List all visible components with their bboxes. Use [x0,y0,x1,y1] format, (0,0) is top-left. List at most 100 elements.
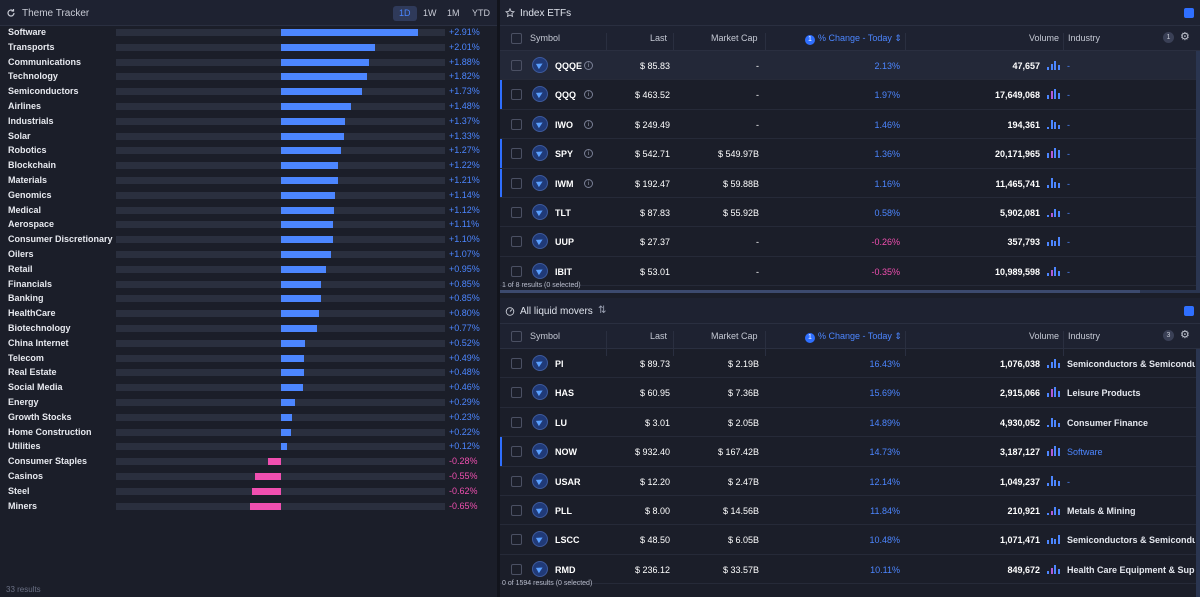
column-separator[interactable] [765,331,766,356]
theme-row[interactable]: Consumer Discretionary +1.10% [0,233,497,248]
theme-row[interactable]: Biotechnology +0.77% [0,322,497,337]
row-checkbox[interactable] [511,416,522,428]
row-checkbox[interactable] [511,118,522,130]
table-row[interactable]: TLT $ 87.83 $ 55.92B 0.58% 5,902,081 - [500,198,1200,228]
info-icon[interactable]: i [584,90,593,100]
industry-cell[interactable]: Semiconductors & Semiconductor [1067,359,1195,369]
theme-row[interactable]: Materials +1.21% [0,174,497,189]
column-symbol[interactable]: Symbol [530,33,561,43]
timeframe-1w-button[interactable]: 1W [423,8,437,18]
theme-row[interactable]: Consumer Staples -0.28% [0,455,497,470]
theme-row[interactable]: Social Media +0.46% [0,381,497,396]
gauge-icon[interactable] [505,306,515,316]
theme-row[interactable]: Aerospace +1.11% [0,218,497,233]
column-separator[interactable] [1063,331,1064,356]
row-checkbox[interactable] [511,358,522,369]
row-checkbox[interactable] [511,387,522,399]
theme-row[interactable]: Industrials +1.37% [0,115,497,130]
table-row[interactable]: USAR $ 12.20 $ 2.47B 12.14% 1,049,237 - [500,467,1200,496]
theme-row[interactable]: Semiconductors +1.73% [0,85,497,100]
column-volume[interactable]: Volume [1029,331,1060,341]
theme-row[interactable]: Airlines +1.48% [0,100,497,115]
column-separator[interactable] [1063,33,1064,58]
table-row[interactable]: IWM i $ 192.47 $ 59.88B 1.16% 11,465,741 - [500,168,1200,198]
theme-row[interactable]: Transports +2.01% [0,41,497,56]
theme-row[interactable]: Oilers +1.07% [0,248,497,263]
column-separator[interactable] [606,331,607,356]
theme-row[interactable]: Miners -0.65% [0,500,497,515]
row-checkbox[interactable] [511,236,522,248]
symbol-cell[interactable]: PI [555,359,564,369]
theme-row[interactable]: Real Estate +0.48% [0,366,497,381]
industry-cell[interactable]: Health Care Equipment & Supp [1067,564,1195,575]
theme-row[interactable]: Energy +0.29% [0,396,497,411]
table-row[interactable]: IWO i $ 249.49 - 1.46% 194,361 - [500,110,1200,140]
industry-cell[interactable]: Software [1067,447,1103,458]
refresh-icon[interactable] [6,8,16,18]
theme-row[interactable]: Home Construction +0.22% [0,426,497,441]
theme-row[interactable]: Solar +1.33% [0,130,497,145]
symbol-cell[interactable]: QQQ [555,90,577,101]
table-row[interactable]: QQQ i $ 463.52 - 1.97% 17,649,068 - [500,80,1200,110]
column-market-cap[interactable]: Market Cap [711,331,758,341]
column-market-cap[interactable]: Market Cap [711,33,758,43]
star-icon[interactable] [505,8,515,18]
theme-row[interactable]: Financials +0.85% [0,278,497,293]
panel-color-tag[interactable] [1184,8,1194,18]
symbol-cell[interactable]: IWO [555,119,573,130]
symbol-cell[interactable]: RMD [555,564,576,575]
row-checkbox[interactable] [511,265,522,277]
column-volume[interactable]: Volume [1029,33,1060,43]
table-row[interactable]: PI $ 89.73 $ 2.19B 16.43% 1,076,038 Semicondu… [500,349,1200,379]
theme-row[interactable]: Banking +0.85% [0,292,497,307]
row-checkbox[interactable] [511,89,522,101]
select-all-checkbox[interactable] [511,33,522,44]
symbol-cell[interactable]: IBIT [555,266,572,277]
timeframe-1m-button[interactable]: 1M [447,8,460,18]
gear-icon[interactable]: ⚙ [1180,329,1190,341]
theme-row[interactable]: Casinos -0.55% [0,470,497,485]
table-row[interactable]: SPY i $ 542.71 $ 549.97B 1.36% 20,171,965 - [500,139,1200,169]
table-row[interactable]: NOW $ 932.40 $ 167.42B 14.73% 3,187,127 Softw… [500,437,1200,467]
theme-row[interactable]: Medical +1.12% [0,204,497,219]
column-change-sorted[interactable]: 1% Change - Today ⇕ [805,331,902,343]
info-icon[interactable]: i [584,119,593,129]
row-checkbox[interactable] [511,475,522,487]
row-checkbox[interactable] [511,60,522,71]
theme-row[interactable]: Technology +1.82% [0,70,497,85]
column-industry[interactable]: Industry [1068,331,1101,341]
column-last[interactable]: Last [650,331,668,341]
column-separator[interactable] [905,33,906,58]
column-separator[interactable] [905,331,906,356]
symbol-cell[interactable]: QQQE [555,61,583,71]
table-row[interactable]: UUP $ 27.37 - -0.26% 357,793 - [500,227,1200,257]
theme-row[interactable]: HealthCare +0.80% [0,307,497,322]
theme-row[interactable]: Genomics +1.14% [0,189,497,204]
column-symbol[interactable]: Symbol [530,331,561,341]
theme-row[interactable]: Growth Stocks +0.23% [0,411,497,426]
row-checkbox[interactable] [511,148,522,160]
symbol-cell[interactable]: NOW [555,447,577,458]
symbol-cell[interactable]: HAS [555,388,575,399]
industry-cell[interactable]: Metals & Mining [1067,506,1136,516]
symbol-cell[interactable]: USAR [555,476,581,487]
symbol-cell[interactable]: SPY [555,149,574,160]
timeframe-ytd-button[interactable]: YTD [472,8,490,18]
panel-divider[interactable] [497,0,500,597]
row-checkbox[interactable] [511,446,522,458]
symbol-cell[interactable]: TLT [555,208,571,218]
column-last[interactable]: Last [650,33,668,43]
industry-filter-badge[interactable]: 3 [1163,330,1174,341]
industry-cell[interactable]: Semiconductors & Semiconductor [1067,535,1195,546]
symbol-cell[interactable]: UUP [555,237,575,248]
table-row[interactable]: QQQE i $ 85.83 - 2.13% 47,657 - [500,51,1200,81]
row-checkbox[interactable] [511,534,522,546]
info-icon[interactable]: i [584,61,593,70]
industry-filter-badge[interactable]: 1 [1163,32,1174,43]
vertical-scrollbar[interactable] [1196,51,1200,290]
symbol-cell[interactable]: LSCC [555,535,580,546]
table-row[interactable]: LSCC $ 48.50 $ 6.05B 10.48% 1,071,471 Semicon… [500,525,1200,555]
symbol-cell[interactable]: IWM [555,178,574,189]
horizontal-scrollbar[interactable] [500,290,1200,293]
panel-color-tag[interactable] [1184,306,1194,316]
